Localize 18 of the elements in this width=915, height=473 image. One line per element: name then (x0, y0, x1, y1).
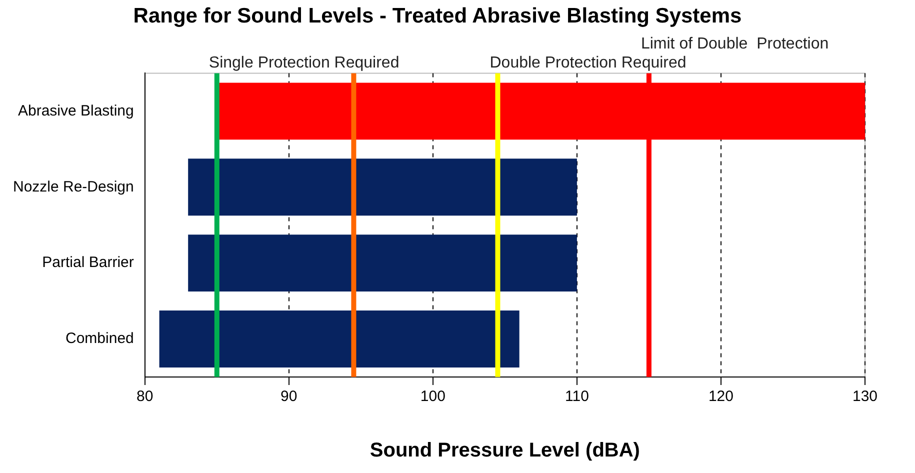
y-tick-label: Abrasive Blasting (18, 102, 134, 120)
y-tick-label: Partial Barrier (42, 254, 134, 272)
x-tick-label: 110 (564, 388, 589, 406)
x-tick-label: 80 (136, 388, 154, 406)
y-tick-label: Nozzle Re-Design (12, 178, 134, 196)
chart-title: Range for Sound Levels - Treated Abrasive Blasting Systems (133, 4, 742, 28)
x-tick-label: 120 (708, 388, 734, 406)
bar (188, 158, 577, 216)
ref-line-label: Double Protection Required (490, 54, 686, 72)
x-tick-label: 100 (420, 388, 446, 406)
ref-line-label: Single Protection Required (208, 54, 400, 72)
y-tick-label: Combined (66, 330, 134, 348)
x-tick-label: 90 (280, 388, 298, 406)
x-tick-label: 130 (852, 388, 878, 406)
bar (188, 234, 577, 292)
bar (159, 310, 520, 368)
ref-line-label: Limit of Double Protection (640, 36, 829, 53)
x-axis-title: Sound Pressure Level (dBA) (370, 440, 640, 462)
